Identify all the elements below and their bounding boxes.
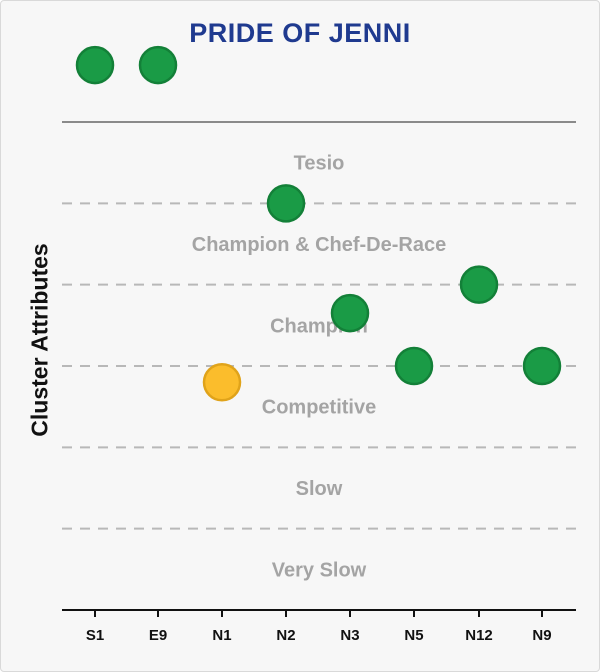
band-label: Slow [296, 478, 343, 500]
data-point [522, 346, 562, 386]
data-point [394, 346, 434, 386]
x-tick-label: E9 [149, 627, 167, 644]
band-label: Competitive [262, 397, 376, 419]
band-label: Very Slow [272, 559, 367, 581]
chart-title: PRIDE OF JENNI [189, 18, 411, 48]
band-label: Tesio [294, 153, 345, 175]
band-label: Champion & Chef-De-Race [192, 234, 446, 256]
x-tick-label: N12 [465, 627, 493, 644]
data-point [75, 45, 115, 85]
x-tick-label: N5 [404, 627, 423, 644]
data-point [266, 184, 306, 223]
x-tick-label: N2 [276, 627, 295, 644]
data-point [330, 293, 370, 333]
x-tick-label: S1 [86, 627, 104, 644]
x-tick-label: N1 [212, 627, 231, 644]
data-point [202, 363, 242, 402]
data-point [138, 45, 178, 85]
x-tick-label: N9 [532, 627, 551, 644]
data-point [459, 265, 499, 304]
x-tick-label: N3 [340, 627, 359, 644]
